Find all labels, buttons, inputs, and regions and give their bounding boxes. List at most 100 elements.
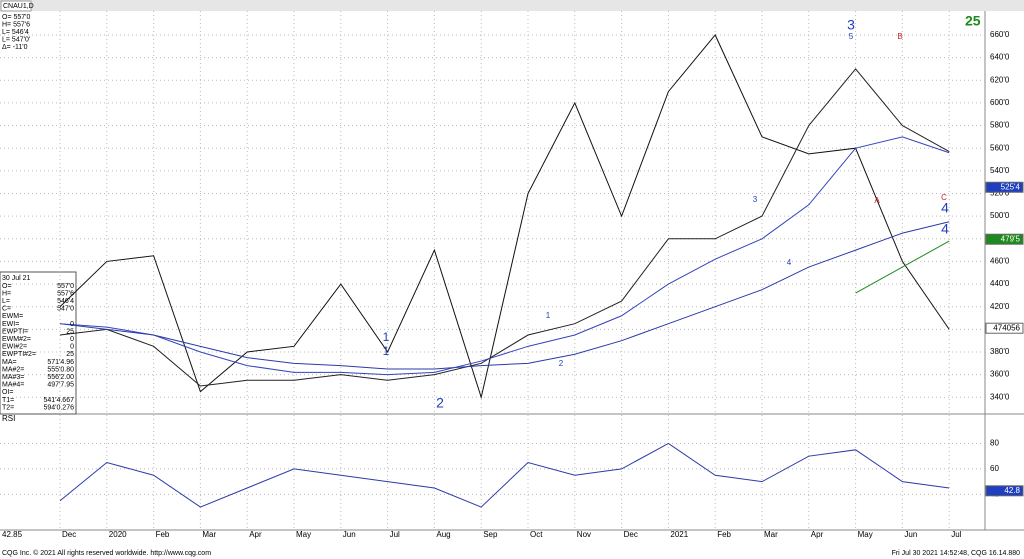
- wave-label: 4: [787, 258, 792, 267]
- series-line: [59, 136, 950, 376]
- x-tick-label: Dec: [624, 530, 638, 539]
- footer-left: CQG Inc. © 2021 All rights reserved worl…: [2, 549, 211, 557]
- price-marker-label: 525'4: [1001, 182, 1021, 191]
- y-tick-label: 420'0: [990, 302, 1010, 311]
- info-value: 25: [66, 328, 74, 335]
- header-line: Δ= -11'0: [2, 44, 28, 51]
- x-tick-label: May: [296, 530, 311, 539]
- info-value: 25: [66, 351, 74, 358]
- y-tick-label: 620'0: [990, 75, 1010, 84]
- info-key: EWPTI#2=: [2, 351, 36, 358]
- wave-label: 3: [847, 17, 855, 33]
- info-value: 546'4: [57, 298, 74, 305]
- x-tick-label: Jun: [904, 530, 917, 539]
- wave-label: A: [874, 196, 880, 205]
- x-tick-label: 2020: [109, 530, 127, 539]
- wave-label: 1: [546, 311, 551, 320]
- x-tick-label: Apr: [249, 530, 262, 539]
- x-tick-label: Sep: [483, 530, 498, 539]
- y-tick-label: 640'0: [990, 53, 1010, 62]
- info-value: 547'0: [57, 306, 74, 313]
- series-line: [855, 240, 950, 294]
- price-marker: [985, 181, 1024, 193]
- tab[interactable]: [0, 0, 32, 12]
- info-key: EWI=: [2, 321, 19, 328]
- header-line: L= 547'0': [2, 36, 30, 43]
- price-marker-label: 42.8: [1004, 486, 1020, 495]
- wave-label: 2: [436, 395, 444, 411]
- x-tick-label: Apr: [811, 530, 824, 539]
- x-tick-label: Feb: [156, 530, 170, 539]
- info-value: 0: [70, 336, 74, 343]
- info-key: EWI#2=: [2, 344, 27, 351]
- info-value: 555'0.80: [47, 366, 74, 373]
- x-tick-label: Feb: [717, 530, 731, 539]
- info-value: 557'6: [57, 290, 74, 297]
- info-date: 30 Jul 21: [2, 275, 31, 282]
- y-tick-label: 540'0: [990, 166, 1010, 175]
- info-key: MA#3=: [2, 374, 24, 381]
- rsi-readout: 42.85: [2, 530, 23, 539]
- info-key: O=: [2, 283, 12, 290]
- x-tick-label: Jul: [390, 530, 400, 539]
- tab-bar: [0, 0, 1024, 11]
- x-tick-label: Aug: [436, 530, 450, 539]
- wave-label: 4: [941, 200, 949, 216]
- y-tick-label: 380'0: [990, 347, 1010, 356]
- price-marker: [985, 233, 1024, 245]
- y-tick-label: 520'0: [990, 189, 1010, 198]
- x-tick-label: May: [858, 530, 873, 539]
- y-tick-label: 600'0: [990, 98, 1010, 107]
- price-marker: [985, 485, 1024, 497]
- header-line: H= 557'6: [2, 21, 30, 28]
- price-marker-label: 474056: [993, 323, 1020, 332]
- series-line: [59, 221, 950, 370]
- info-value: 556'2.00: [47, 374, 74, 381]
- info-key: OI=: [2, 389, 13, 396]
- info-value: 541'4.667: [43, 397, 74, 404]
- info-value: 0: [70, 321, 74, 328]
- info-key: MA#4=: [2, 382, 24, 389]
- info-key: H=: [2, 290, 11, 297]
- x-tick-label: Jul: [951, 530, 961, 539]
- info-key: EWM=: [2, 313, 23, 320]
- info-key: EWPTI=: [2, 328, 28, 335]
- x-tick-label: Oct: [530, 530, 543, 539]
- y-tick-label: 460'0: [990, 257, 1010, 266]
- y-tick-label: 580'0: [990, 121, 1010, 130]
- tab-label[interactable]: CNAU1,D: [3, 3, 34, 10]
- price-marker: [985, 322, 1024, 334]
- y-tick-label: 340'0: [990, 392, 1010, 401]
- wave-label: 1: [383, 344, 390, 358]
- info-key: MA#2=: [2, 366, 24, 373]
- count: 25: [965, 13, 981, 29]
- info-key: EWM#2=: [2, 336, 31, 343]
- info-key: MA=: [2, 359, 17, 366]
- wave-label: 3: [753, 195, 758, 204]
- header-line: L= 546'4: [2, 29, 29, 36]
- wave-label: C: [941, 193, 947, 202]
- info-value: 557'0: [57, 283, 74, 290]
- wave-label: 1: [383, 330, 390, 344]
- wave-label: 2: [559, 359, 564, 368]
- y-tick-label: 80: [990, 439, 999, 448]
- y-tick-label: 440'0: [990, 279, 1010, 288]
- y-tick-label: 360'0: [990, 370, 1010, 379]
- y-tick-label: 660'0: [990, 30, 1010, 39]
- info-value: 571'4.96: [47, 359, 74, 366]
- info-panel: [0, 271, 77, 415]
- price-marker-label: 479'5: [1001, 234, 1021, 243]
- wave-label: B: [897, 32, 902, 41]
- y-tick-label: 60: [990, 464, 999, 473]
- info-key: L=: [2, 298, 10, 305]
- y-tick-label: 500'0: [990, 211, 1010, 220]
- y-tick-label: 560'0: [990, 143, 1010, 152]
- x-tick-label: Dec: [62, 530, 76, 539]
- info-key: T1=: [2, 397, 14, 404]
- info-value: 497'7.95: [47, 382, 74, 389]
- x-tick-label: Mar: [202, 530, 216, 539]
- x-tick-label: Jun: [343, 530, 356, 539]
- footer-right: Fri Jul 30 2021 14:52:48, CQG 16.14.880: [892, 550, 1021, 557]
